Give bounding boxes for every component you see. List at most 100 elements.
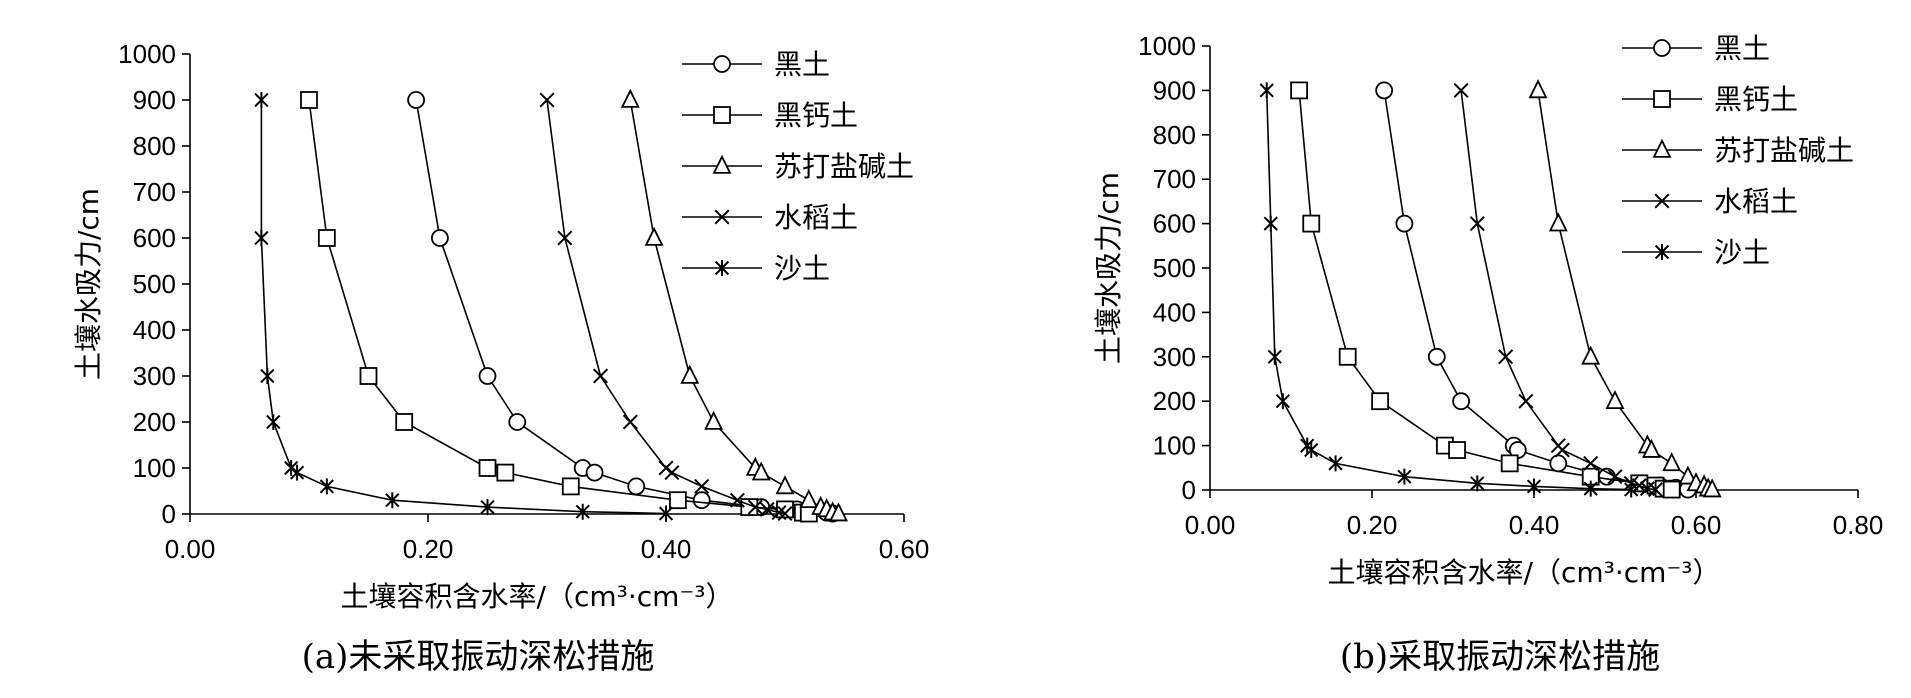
x-tick-label: 0.40 [641, 534, 692, 564]
legend-label: 苏打盐碱土 [1714, 134, 1854, 167]
x-tick-label: 0.40 [1509, 510, 1560, 540]
data-point [1304, 442, 1319, 459]
data-point [1453, 82, 1469, 98]
data-point [1583, 455, 1599, 471]
data-point [1275, 393, 1291, 410]
data-point [557, 230, 573, 246]
data-point [478, 367, 497, 385]
data-point [644, 226, 664, 246]
data-point [585, 463, 604, 482]
legend-marker [714, 209, 730, 225]
data-point [539, 92, 555, 108]
x-tick-label: 0.60 [879, 534, 930, 564]
legend-label: 黑钙土 [1714, 83, 1798, 116]
y-tick-label: 700 [1153, 164, 1196, 194]
y-tick-label: 100 [1153, 431, 1196, 461]
y-tick-label: 100 [133, 453, 176, 483]
y-tick-label: 500 [133, 269, 176, 299]
x-tick-label: 0.80 [1833, 510, 1884, 540]
data-point [1605, 389, 1625, 410]
data-point [300, 91, 318, 109]
data-point [1518, 393, 1534, 409]
data-point [260, 368, 275, 384]
x-axis-label: 土壤容积含水率/（cm³·cm⁻³） [1328, 556, 1721, 589]
series-square [1290, 81, 1681, 499]
data-point [1631, 478, 1647, 494]
data-point [1500, 454, 1519, 473]
y-tick-label: 300 [1153, 342, 1196, 372]
data-point [1647, 482, 1664, 498]
data-point [1259, 82, 1274, 99]
data-point [289, 464, 305, 481]
data-point [1427, 347, 1446, 366]
y-tick-label: 0 [162, 499, 176, 529]
x-tick-label: 0.20 [1347, 510, 1398, 540]
data-point [317, 229, 336, 247]
data-point [692, 491, 711, 510]
data-point [1678, 465, 1698, 485]
data-point [751, 461, 771, 481]
data-point [775, 475, 795, 495]
data-point [1371, 392, 1389, 411]
data-point [1607, 469, 1623, 485]
y-tick-label: 900 [133, 85, 176, 115]
legend-marker [713, 55, 731, 73]
data-point [1526, 478, 1542, 495]
data-point [620, 88, 640, 108]
data-point [777, 506, 793, 522]
data-point [478, 459, 497, 477]
data-point [776, 500, 794, 519]
data-point [395, 413, 414, 431]
data-point [1263, 215, 1278, 232]
data-point [1548, 212, 1568, 232]
series-circle [1375, 81, 1697, 499]
y-tick-label: 300 [133, 361, 176, 391]
legend-marker [1653, 90, 1671, 108]
data-point [385, 492, 400, 509]
legend-label: 黑钙土 [774, 99, 858, 132]
series-line [546, 99, 786, 515]
data-point [1498, 349, 1514, 365]
data-point [680, 364, 700, 384]
data-point [593, 368, 609, 384]
y-tick-label: 400 [133, 315, 176, 345]
data-point [1448, 441, 1466, 459]
y-tick-label: 200 [133, 407, 176, 437]
y-tick-label: 600 [1153, 209, 1196, 239]
data-point [430, 229, 449, 247]
y-tick-label: 500 [1153, 253, 1196, 283]
series-square [300, 91, 818, 523]
data-point [359, 367, 378, 385]
data-point [729, 492, 745, 508]
data-point [407, 91, 426, 109]
data-point [799, 488, 819, 509]
data-point [319, 478, 334, 495]
data-point [1395, 214, 1414, 233]
data-point [1554, 442, 1570, 458]
data-point [771, 505, 787, 521]
data-point [254, 230, 269, 246]
series-line [1265, 90, 1632, 491]
data-point [759, 501, 775, 517]
data-point [254, 92, 269, 108]
legend-marker [714, 260, 730, 276]
x-axis-label: 土壤容积含水率/（cm³·cm⁻³） [341, 580, 734, 613]
data-point [1452, 392, 1470, 411]
y-axis-label: 土壤水吸力/cm [1092, 172, 1125, 364]
data-point [658, 505, 674, 522]
data-point [664, 465, 680, 481]
data-point [829, 502, 849, 522]
data-point [496, 463, 515, 482]
data-point [1641, 438, 1661, 458]
data-point [266, 414, 281, 430]
data-point [1375, 81, 1394, 100]
data-point [480, 499, 495, 516]
legend-marker [713, 106, 731, 124]
data-point [627, 477, 646, 496]
y-tick-label: 1000 [1138, 31, 1196, 61]
chart-caption: (a)未采取振动深松措施 [302, 637, 655, 677]
x-tick-label: 0.60 [1671, 510, 1722, 540]
data-point [669, 491, 687, 510]
data-point [1469, 216, 1485, 232]
